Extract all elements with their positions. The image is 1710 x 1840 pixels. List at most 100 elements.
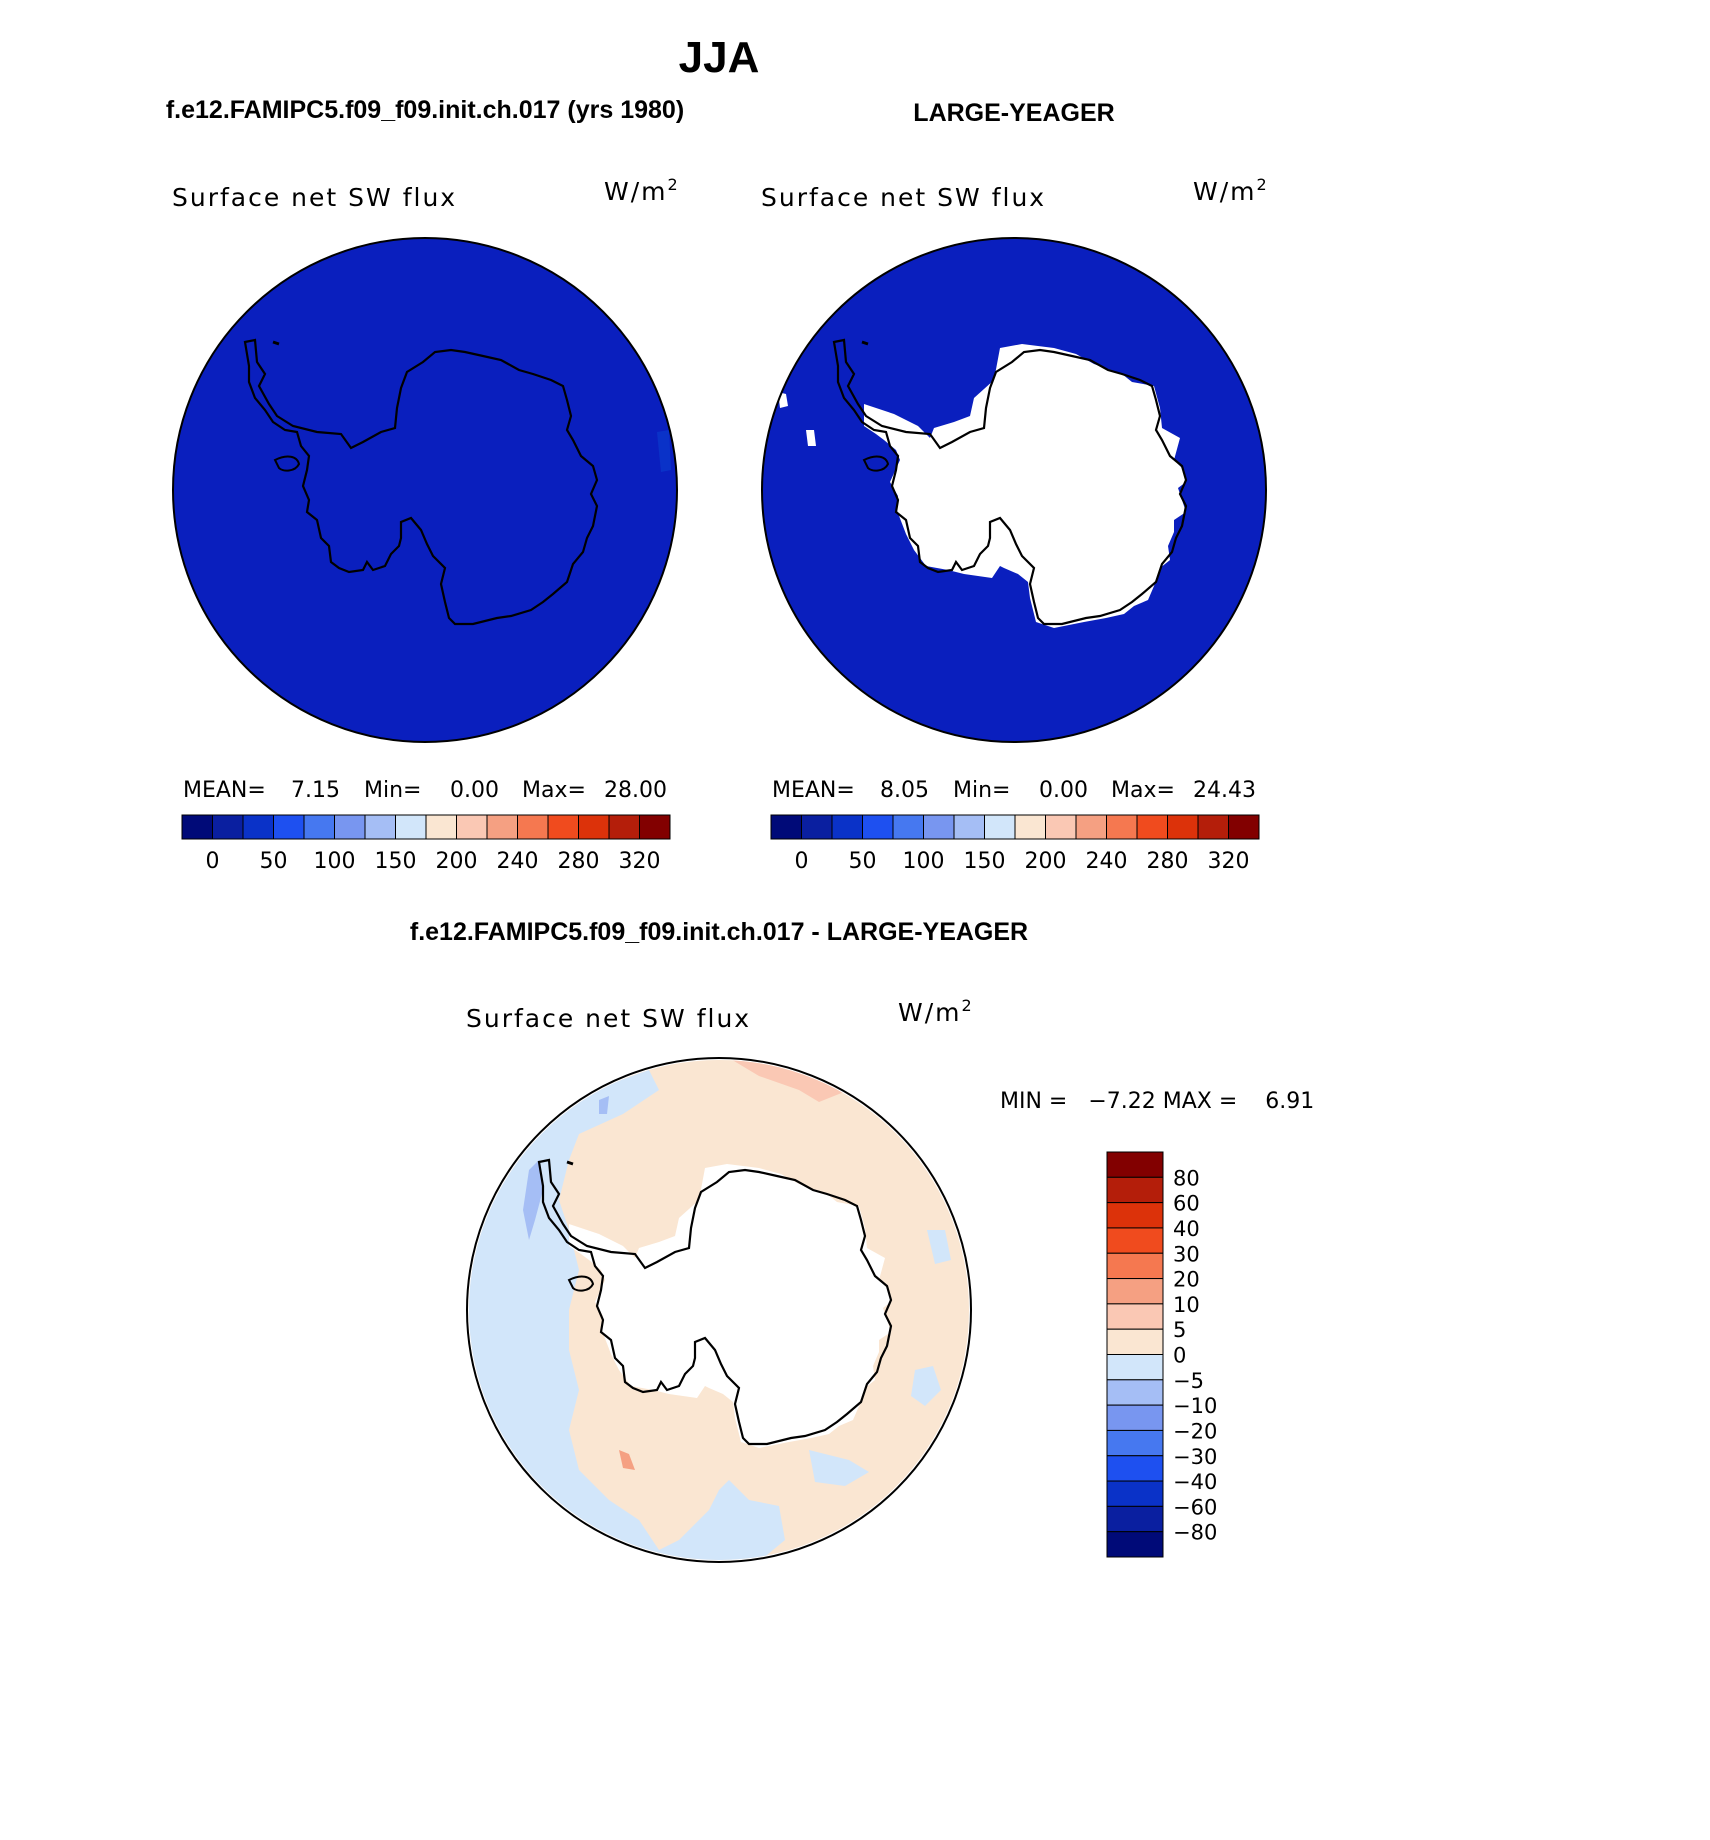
- colorbar-swatch: [1106, 1404, 1164, 1431]
- variable-label-diff: Surface net SW flux: [466, 1004, 751, 1033]
- colorbar-tick-label: 0: [206, 849, 220, 874]
- colorbar-swatch: [547, 814, 579, 840]
- colorbar-swatch: [1045, 814, 1077, 840]
- island-outline: [272, 340, 280, 346]
- mean-label: MEAN=: [183, 778, 266, 803]
- mean-label: MEAN=: [772, 778, 855, 803]
- colorbar-swatch: [181, 814, 213, 840]
- negative-patch: [927, 1230, 951, 1264]
- coastline-detail: [273, 455, 301, 472]
- mean-value: 7.15: [291, 778, 340, 803]
- colorbar-swatch: [1106, 1328, 1164, 1355]
- colorbar-swatch: [425, 814, 457, 840]
- panel-left: f.e12.FAMIPC5.f09_f09.init.ch.017 (yrs 1…: [166, 96, 684, 874]
- map-border: [466, 1057, 972, 1563]
- stats-left: MEAN= 7.15 Min= 0.00 Max= 28.00: [183, 778, 667, 803]
- colorbar-tick-label: 40: [1173, 1217, 1200, 1241]
- colorbar-swatch: [303, 814, 335, 840]
- colorbar-swatch: [1014, 814, 1046, 840]
- colorbar-tick-label: 50: [260, 849, 288, 874]
- colorbar-swatch: [1106, 814, 1138, 840]
- colorbar-swatch: [1106, 1455, 1164, 1482]
- colorbar-tick-label: −40: [1173, 1470, 1217, 1494]
- colorbar-tick-label: 0: [795, 849, 809, 874]
- colorbar-swatch: [1106, 1151, 1164, 1178]
- colorbar-tick-label: −20: [1173, 1419, 1217, 1443]
- colorbar-tick-label: 80: [1173, 1166, 1200, 1190]
- map-border: [172, 237, 678, 743]
- case-title-right: LARGE-YEAGER: [913, 99, 1114, 127]
- colorbar-swatch: [1106, 1531, 1164, 1558]
- colorbar-swatch: [1106, 1278, 1164, 1305]
- page-title: JJA: [679, 33, 760, 82]
- coastline-detail: [862, 455, 890, 472]
- colorbar-swatch: [862, 814, 894, 840]
- colorbar-swatch: [1106, 1480, 1164, 1507]
- colorbar-tick-label: 0: [1173, 1344, 1186, 1368]
- colorbar-swatch: [1106, 1176, 1164, 1204]
- positive-patch: [619, 1450, 635, 1470]
- negative-patch: [911, 1366, 941, 1406]
- colorbar-swatch: [1106, 1505, 1164, 1533]
- min-label: Min=: [364, 778, 421, 803]
- colorbar-tick-label: 100: [314, 849, 356, 874]
- colorbar-swatch: [801, 814, 833, 840]
- min-value: 0.00: [450, 778, 499, 803]
- colorbar-swatch: [892, 814, 924, 840]
- colorbar-tick-label: 280: [558, 849, 600, 874]
- colorbar-tick-label: 240: [1086, 849, 1128, 874]
- colorbar-swatch: [1228, 814, 1260, 840]
- colorbar-swatch: [1136, 814, 1168, 840]
- small-anomaly-patch: [657, 430, 671, 472]
- colorbar-tick-label: −30: [1173, 1445, 1217, 1469]
- colorbar-swatch: [608, 814, 640, 840]
- strong-negative-patch: [523, 1160, 543, 1240]
- colorbar-tick-label: 200: [1025, 849, 1067, 874]
- colorbar-swatch: [1167, 814, 1199, 840]
- case-title-left: f.e12.FAMIPC5.f09_f09.init.ch.017 (yrs 1…: [166, 96, 684, 124]
- colorbar-swatch: [364, 814, 396, 840]
- colorbar-swatch: [984, 814, 1016, 840]
- island-outline: [861, 340, 869, 346]
- ice-mask-region: [864, 344, 1186, 628]
- negative-patch: [809, 1450, 869, 1486]
- colorbar-tick-label: 320: [1208, 849, 1250, 874]
- max-label: Max=: [522, 778, 586, 803]
- mean-value: 8.05: [880, 778, 929, 803]
- colorbar-tick-label: −60: [1173, 1495, 1217, 1519]
- colorbar-tick-label: 150: [375, 849, 417, 874]
- colorbar-swatch: [334, 814, 366, 840]
- colorbar-swatch: [456, 814, 488, 840]
- map-border: [761, 237, 1267, 743]
- diff-title: f.e12.FAMIPC5.f09_f09.init.ch.017 - LARG…: [410, 918, 1028, 946]
- polar-map-right: [761, 237, 1267, 743]
- max-label: Max=: [1111, 778, 1175, 803]
- colorbar-swatch: [578, 814, 610, 840]
- colorbar-swatch: [242, 814, 274, 840]
- colorbar-tick-label: −10: [1173, 1394, 1217, 1418]
- max-value: 28.00: [604, 778, 667, 803]
- colorbar-swatch: [1106, 1252, 1164, 1280]
- colorbar-swatch: [1106, 1303, 1164, 1330]
- stats-right: MEAN= 8.05 Min= 0.00 Max= 24.43: [772, 778, 1256, 803]
- variable-label-left: Surface net SW flux: [172, 183, 457, 212]
- colorbar-right: 0 50 100 150 200 240 280 320: [770, 814, 1260, 874]
- colorbar-tick-label: 200: [436, 849, 478, 874]
- colorbar-swatch: [395, 814, 427, 840]
- variable-label-right: Surface net SW flux: [761, 183, 1046, 212]
- island-outline: [566, 1160, 574, 1166]
- panel-diff: f.e12.FAMIPC5.f09_f09.init.ch.017 - LARG…: [410, 918, 1314, 1563]
- colorbar-tick-label: 100: [903, 849, 945, 874]
- colorbar-tick-label: 150: [964, 849, 1006, 874]
- colorbar-swatch: [953, 814, 985, 840]
- colorbar-swatch: [831, 814, 863, 840]
- colorbar-swatch: [273, 814, 305, 840]
- coastline-detail: [567, 1275, 595, 1292]
- colorbar-tick-label: 320: [619, 849, 661, 874]
- units-label-diff: W/m2: [898, 996, 974, 1027]
- colorbar-tick-label: 10: [1173, 1293, 1200, 1317]
- colorbar-tick-label: 30: [1173, 1242, 1200, 1266]
- diff-stats: MIN = −7.22 MAX = 6.91: [1000, 1089, 1314, 1114]
- colorbar-swatch: [1197, 814, 1229, 840]
